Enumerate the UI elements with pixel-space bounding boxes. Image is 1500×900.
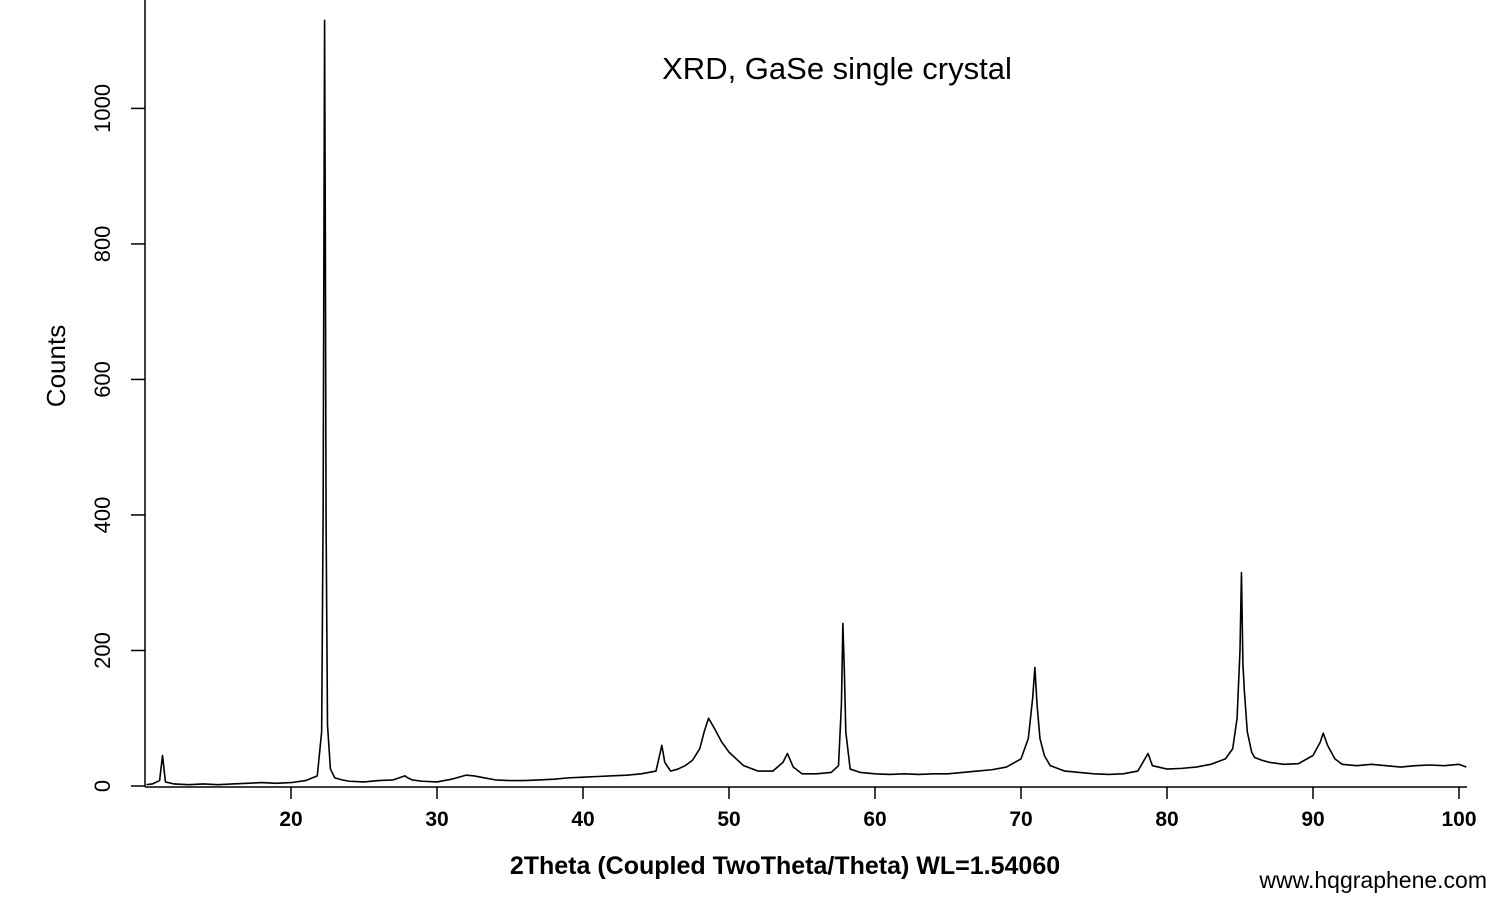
- y-tick-label: 1000: [90, 84, 115, 133]
- x-tick-label: 80: [1155, 808, 1178, 831]
- x-tick-label: 90: [1301, 808, 1324, 831]
- y-axis-label: Counts: [41, 325, 71, 407]
- x-tick-label: 30: [425, 808, 448, 831]
- y-tick-label: 0: [90, 780, 115, 792]
- x-axis-label: 2Theta (Coupled TwoTheta/Theta) WL=1.540…: [510, 852, 1060, 880]
- x-tick-label: 100: [1441, 808, 1476, 831]
- x-tick-label: 50: [717, 808, 740, 831]
- data-line: [146, 19, 1467, 786]
- x-tick-label: 20: [279, 808, 302, 831]
- x-tick-label: 60: [863, 808, 886, 831]
- y-tick-label: 400: [90, 497, 115, 534]
- y-tick-label: 600: [90, 361, 115, 398]
- y-tick-label: 800: [90, 226, 115, 263]
- chart-title: XRD, GaSe single crystal: [662, 51, 1012, 86]
- x-tick-label: 70: [1009, 808, 1032, 831]
- x-tick-label: 40: [571, 808, 594, 831]
- y-tick-label: 200: [90, 632, 115, 669]
- watermark: www.hqgraphene.com: [1258, 867, 1487, 893]
